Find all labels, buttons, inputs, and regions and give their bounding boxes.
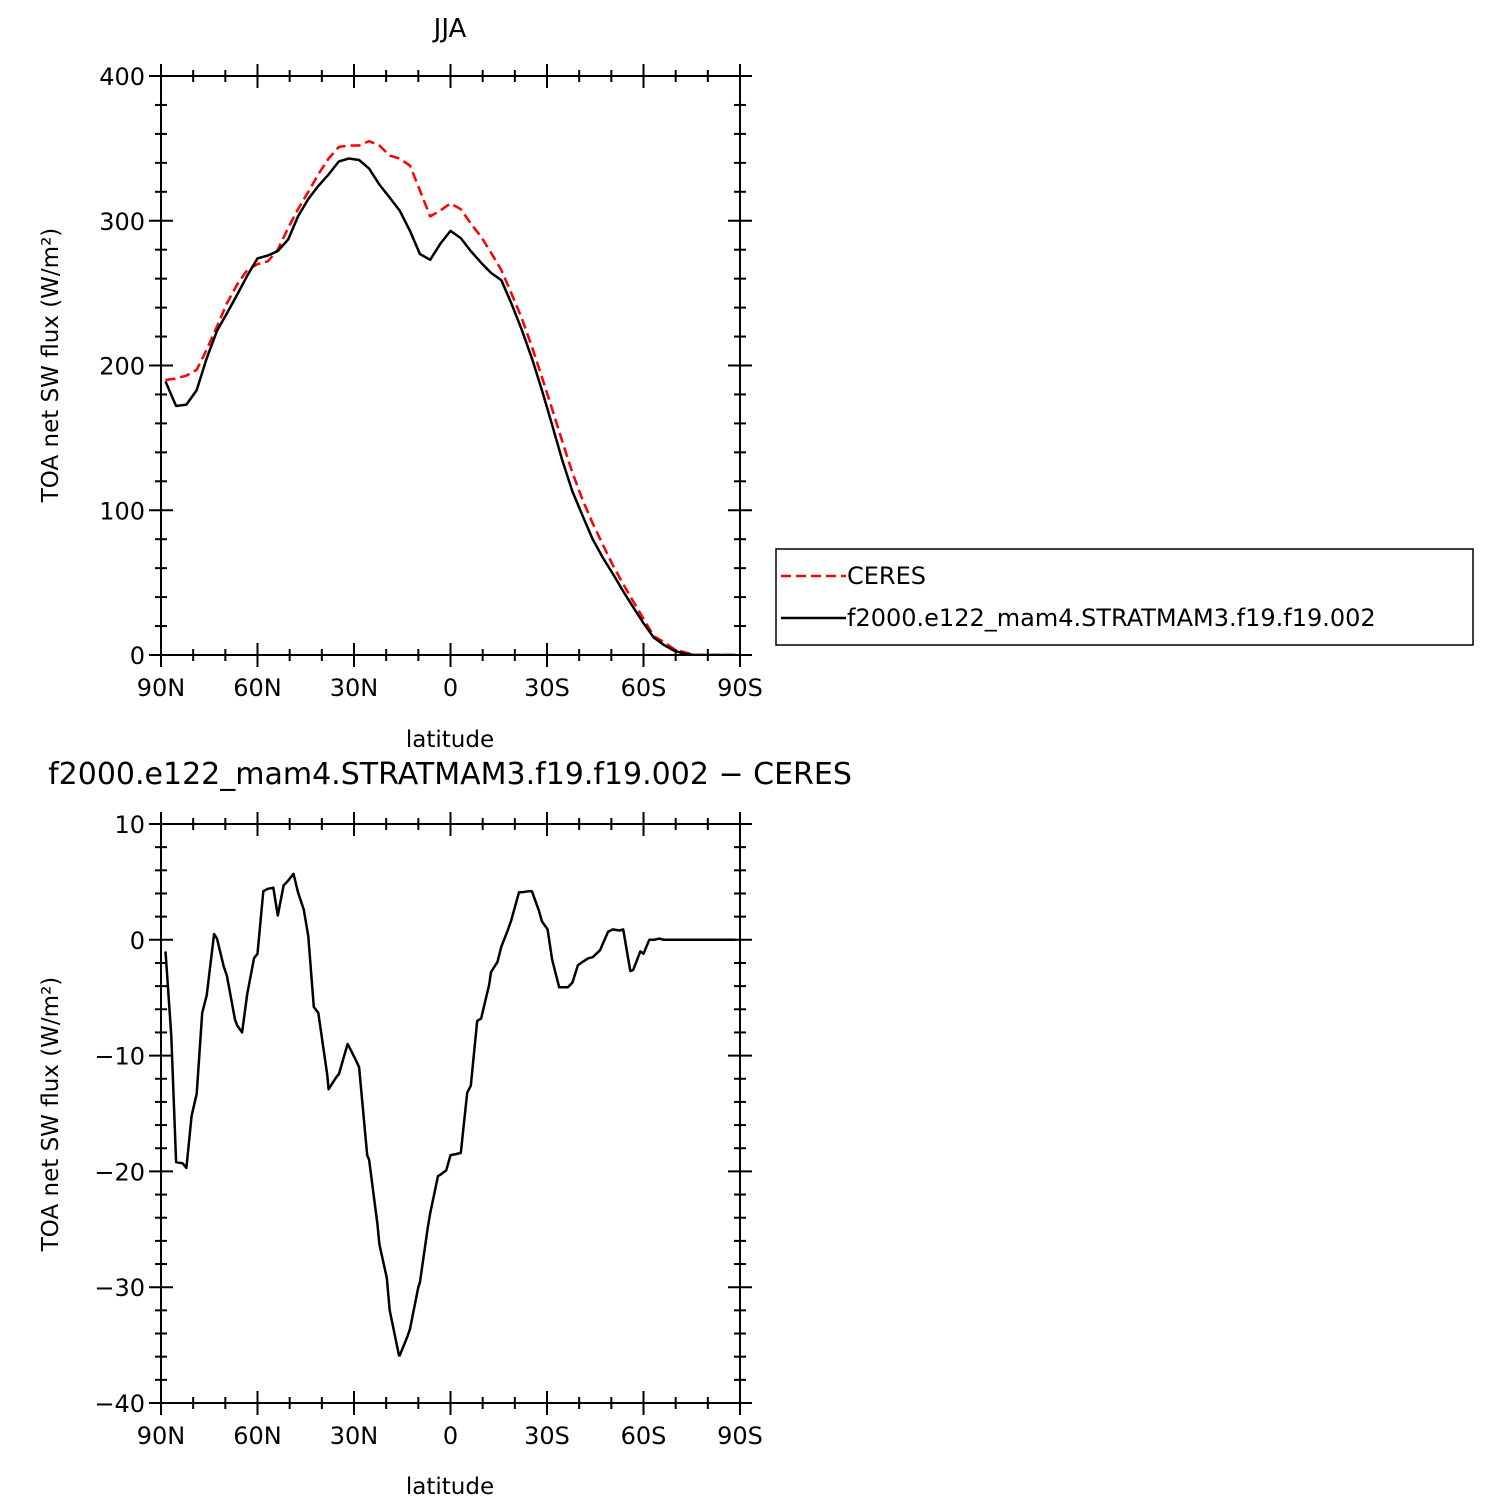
top-plot-frame	[160, 75, 741, 656]
bottom-x-tick-label: 90N	[137, 1422, 186, 1450]
legend-box	[775, 548, 1474, 646]
bottom-plot-frame	[160, 823, 741, 1404]
bottom-y-tick-label: 10	[114, 811, 145, 839]
bottom-x-tick-label: 60N	[233, 1422, 282, 1450]
top-y-tick-label: 300	[99, 208, 145, 236]
bottom-series-lines	[164, 872, 736, 1357]
legend-label-model: f2000.e122_mam4.STRATMAM3.f19.f19.002	[847, 604, 1376, 632]
bottom-chart-title: f2000.e122_mam4.STRATMAM3.f19.f19.002 − …	[48, 757, 852, 792]
legend: CERES f2000.e122_mam4.STRATMAM3.f19.f19.…	[775, 548, 1474, 646]
bottom-y-tick-label: 0	[130, 927, 145, 955]
top-chart-title: JJA	[432, 14, 467, 44]
top-x-tick-label: 30N	[330, 674, 379, 702]
top-x-tick-label: 30S	[524, 674, 570, 702]
bottom-x-tick-label: 30N	[330, 1422, 379, 1450]
top-series-line-1	[164, 157, 736, 655]
bottom-y-tick-label: −20	[94, 1158, 145, 1186]
top-x-tick-label: 60N	[233, 674, 282, 702]
bottom-chart-panel: f2000.e122_mam4.STRATMAM3.f19.f19.002 − …	[38, 757, 852, 1500]
top-x-tick-label: 60S	[621, 674, 667, 702]
bottom-axes: 90N 60N 30N 0 30S 60S 90S −40 −30 −20 −10 0 10	[94, 811, 763, 1450]
legend-label-ceres: CERES	[847, 562, 926, 590]
top-x-tick-label: 0	[443, 674, 458, 702]
top-x-axis-label: latitude	[406, 727, 494, 753]
bottom-x-tick-label: 30S	[524, 1422, 570, 1450]
bottom-x-tick-label: 60S	[621, 1422, 667, 1450]
bottom-y-tick-label: −10	[94, 1043, 145, 1071]
top-chart-panel: JJA latitude TOA net SW flux (W/m²) 90N 6…	[38, 14, 763, 753]
top-x-tick-label: 90S	[717, 674, 763, 702]
bottom-series-line-0	[164, 872, 736, 1357]
top-y-tick-label: 200	[99, 353, 145, 381]
bottom-y-tick-label: −40	[94, 1390, 145, 1418]
bottom-x-tick-label: 90S	[717, 1422, 763, 1450]
top-y-tick-label: 0	[130, 642, 145, 670]
top-y-tick-label: 400	[99, 63, 145, 91]
top-y-axis-label: TOA net SW flux (W/m²)	[38, 228, 64, 504]
top-series-line-0	[165, 139, 736, 655]
bottom-x-axis-label: latitude	[406, 1474, 494, 1500]
top-y-tick-label: 100	[99, 497, 145, 525]
bottom-y-axis-label: TOA net SW flux (W/m²)	[38, 977, 64, 1253]
top-axes: 90N 60N 30N 0 30S 60S 90S 0 100 200 300 400	[99, 63, 763, 702]
bottom-y-tick-label: −30	[94, 1274, 145, 1302]
bottom-x-tick-label: 0	[443, 1422, 458, 1450]
top-x-tick-label: 90N	[137, 674, 186, 702]
top-series-lines	[164, 139, 736, 655]
